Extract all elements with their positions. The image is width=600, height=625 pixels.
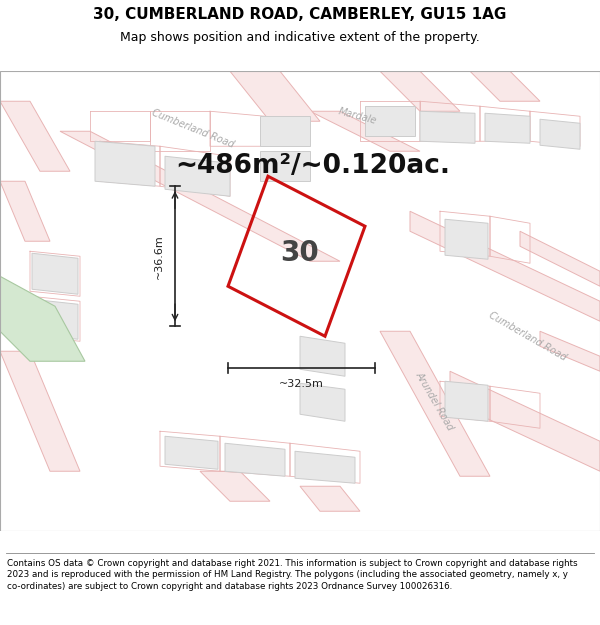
Polygon shape — [32, 253, 78, 294]
Polygon shape — [540, 331, 600, 371]
Polygon shape — [200, 471, 270, 501]
Text: Map shows position and indicative extent of the property.: Map shows position and indicative extent… — [120, 31, 480, 44]
Polygon shape — [420, 111, 475, 143]
Polygon shape — [0, 101, 70, 171]
Text: 30, CUMBERLAND ROAD, CAMBERLEY, GU15 1AG: 30, CUMBERLAND ROAD, CAMBERLEY, GU15 1AG — [94, 7, 506, 22]
Text: Cumberland Road: Cumberland Road — [487, 310, 569, 362]
Text: Arundel Road: Arundel Road — [414, 370, 456, 432]
Polygon shape — [485, 113, 530, 143]
Text: Cumberland Road: Cumberland Road — [151, 107, 236, 149]
Polygon shape — [310, 111, 420, 151]
Polygon shape — [0, 351, 80, 471]
Polygon shape — [300, 336, 345, 376]
Polygon shape — [95, 141, 155, 186]
Polygon shape — [365, 106, 415, 136]
Text: ~486m²/~0.120ac.: ~486m²/~0.120ac. — [175, 153, 450, 179]
Text: Contains OS data © Crown copyright and database right 2021. This information is : Contains OS data © Crown copyright and d… — [7, 559, 578, 591]
Polygon shape — [165, 156, 230, 196]
Polygon shape — [410, 211, 600, 321]
Polygon shape — [380, 71, 460, 111]
Polygon shape — [470, 71, 540, 101]
Polygon shape — [540, 119, 580, 149]
Text: 30: 30 — [281, 239, 319, 268]
Text: ~32.5m: ~32.5m — [279, 379, 324, 389]
Polygon shape — [380, 331, 490, 476]
Polygon shape — [300, 486, 360, 511]
Polygon shape — [520, 231, 600, 286]
Polygon shape — [445, 219, 488, 259]
Text: ~36.6m: ~36.6m — [154, 234, 164, 279]
Polygon shape — [445, 381, 488, 421]
Polygon shape — [60, 131, 340, 261]
Polygon shape — [32, 299, 78, 339]
Text: Mardale: Mardale — [338, 106, 379, 126]
Polygon shape — [450, 371, 600, 471]
Polygon shape — [230, 71, 320, 121]
Polygon shape — [225, 443, 285, 476]
Polygon shape — [295, 451, 355, 483]
Polygon shape — [260, 151, 310, 181]
Polygon shape — [260, 116, 310, 146]
Polygon shape — [165, 436, 218, 469]
Polygon shape — [0, 181, 50, 241]
Polygon shape — [0, 276, 85, 361]
Polygon shape — [300, 383, 345, 421]
